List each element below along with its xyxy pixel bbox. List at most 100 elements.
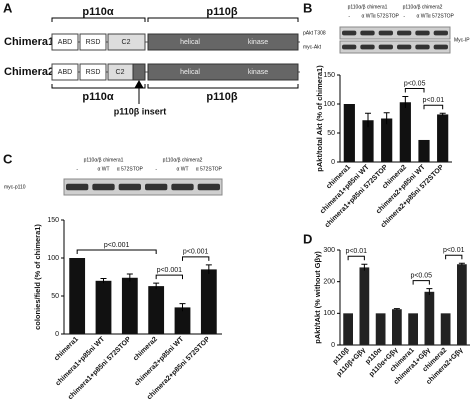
significance-bracket bbox=[445, 254, 463, 260]
axis bbox=[63, 220, 222, 335]
y-tick-label: 100 bbox=[47, 255, 59, 262]
significance-label: p<0.05 bbox=[410, 272, 432, 279]
bar bbox=[95, 280, 112, 334]
blot-group: p110α/β chimera2 bbox=[403, 4, 443, 10]
y-tick-label: 100 bbox=[323, 101, 335, 108]
y-tick-label: 100 bbox=[323, 310, 335, 317]
insert-label: p110β insert bbox=[114, 106, 167, 116]
domain bbox=[51, 33, 79, 51]
band bbox=[433, 44, 448, 50]
insert bbox=[132, 63, 146, 81]
lane-label: α WT bbox=[416, 13, 428, 19]
error-bar bbox=[179, 303, 186, 312]
y-axis-title: colonies/field (% of chimera1) bbox=[33, 224, 42, 330]
error-bar bbox=[439, 112, 446, 116]
domain-label: RSD bbox=[86, 39, 101, 46]
domain bbox=[147, 63, 299, 81]
bar bbox=[381, 118, 393, 162]
significance-bracket bbox=[404, 87, 425, 93]
domain bbox=[147, 33, 299, 51]
domain-label: C2 bbox=[122, 39, 131, 46]
error-bar bbox=[402, 95, 409, 109]
error-bar bbox=[153, 282, 160, 290]
significance-label: p<0.05 bbox=[404, 80, 426, 87]
domain-label: RSD bbox=[86, 69, 101, 76]
bar bbox=[359, 267, 370, 345]
bar bbox=[457, 264, 467, 345]
lane-label: α 572STOP bbox=[373, 13, 400, 19]
lane-label: α WT bbox=[361, 13, 373, 19]
lane-label: α WT bbox=[97, 166, 109, 172]
error-bar bbox=[361, 263, 368, 271]
y-axis-title: pAkt/tAkt (% without Gβγ) bbox=[313, 251, 322, 344]
bar bbox=[121, 277, 138, 334]
band bbox=[397, 30, 412, 36]
lane-label: - bbox=[403, 13, 405, 19]
y-tick-label: 200 bbox=[323, 279, 335, 286]
domain bbox=[51, 63, 79, 81]
error-bar bbox=[458, 262, 465, 266]
lane-label: - bbox=[348, 13, 350, 19]
lane-label: - bbox=[76, 166, 78, 172]
group-label: p110α bbox=[82, 91, 113, 103]
significance-label: p<0.001 bbox=[157, 267, 183, 274]
bar bbox=[148, 286, 165, 334]
band bbox=[145, 183, 168, 191]
significance-label: p<0.001 bbox=[104, 242, 130, 249]
blot-group: p110α/β chimera2 bbox=[163, 157, 203, 163]
x-tick-label: chimera1 bbox=[53, 336, 80, 363]
significance-bracket bbox=[182, 256, 210, 261]
y-tick-label: 300 bbox=[323, 247, 335, 254]
domain bbox=[79, 33, 107, 51]
blot bbox=[339, 40, 451, 54]
blot-row-label: myc-Akt bbox=[303, 44, 322, 50]
significance-bracket bbox=[423, 104, 444, 110]
error-bar bbox=[100, 278, 107, 284]
error-bar bbox=[126, 273, 133, 282]
band bbox=[415, 30, 430, 36]
error-bar bbox=[393, 308, 400, 310]
panel-label: D bbox=[303, 231, 312, 246]
axis bbox=[339, 75, 452, 163]
domain-label: ABD bbox=[58, 39, 72, 46]
band bbox=[360, 30, 375, 36]
band bbox=[171, 183, 194, 191]
lane-label: α 572STOP bbox=[428, 13, 455, 19]
y-tick-label: 50 bbox=[51, 293, 59, 300]
band bbox=[342, 30, 357, 36]
band bbox=[397, 44, 412, 50]
y-tick-label: 0 bbox=[331, 159, 335, 166]
bar bbox=[375, 313, 386, 345]
y-tick-label: 50 bbox=[327, 130, 335, 137]
domain-label: ABD bbox=[58, 69, 72, 76]
band bbox=[378, 30, 393, 36]
band bbox=[118, 183, 141, 191]
blot-row-label: myc-p110 bbox=[4, 184, 26, 190]
bracket bbox=[51, 17, 299, 22]
bar bbox=[440, 313, 451, 345]
bar bbox=[424, 291, 435, 345]
panel-label: C bbox=[3, 151, 13, 166]
domain-label: helical bbox=[180, 39, 200, 46]
bar bbox=[399, 102, 411, 162]
band bbox=[342, 44, 357, 50]
band bbox=[378, 44, 393, 50]
lane-label: α 572STOP bbox=[117, 166, 144, 172]
blot-group: p110α/β chimera1 bbox=[348, 4, 388, 10]
significance-bracket bbox=[155, 274, 183, 280]
error-bar bbox=[205, 264, 212, 274]
error-bar bbox=[365, 112, 371, 128]
y-tick-label: 150 bbox=[47, 217, 59, 224]
lane-label: - bbox=[155, 166, 157, 172]
panel-label: B bbox=[303, 0, 312, 15]
blot bbox=[63, 178, 223, 196]
y-tick-label: 150 bbox=[323, 72, 335, 79]
group-label: p110β bbox=[206, 91, 237, 103]
bar bbox=[392, 309, 402, 345]
band bbox=[415, 44, 430, 50]
blot bbox=[339, 26, 451, 40]
band bbox=[92, 183, 115, 191]
band bbox=[66, 183, 89, 191]
bar bbox=[408, 313, 418, 345]
